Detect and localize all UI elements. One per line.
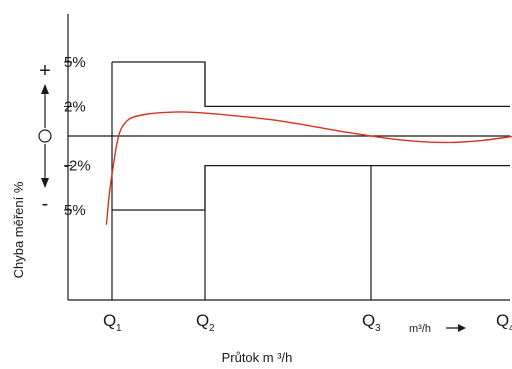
- plus-sign-label: +: [39, 60, 51, 82]
- x-tick-label: Q: [103, 311, 116, 330]
- up-arrow-head: [41, 84, 49, 94]
- x-axis-title: Průtok m ³/h: [222, 350, 293, 365]
- minus-sign-label: -: [42, 193, 49, 215]
- y-tick-label: 5%: [64, 202, 86, 219]
- x-tick-label: Q: [496, 311, 509, 330]
- x-tick-subscript: 4: [509, 323, 512, 334]
- y-tick-label: 5%: [64, 54, 86, 71]
- down-arrow-head: [41, 178, 49, 188]
- x-unit-arrow-head: [458, 324, 466, 332]
- y-tick-label: -2%: [64, 158, 91, 175]
- error-curve-series: [105, 111, 512, 225]
- x-tick-label: Q: [362, 311, 375, 330]
- y-tick-label: 2%: [64, 98, 86, 115]
- x-tick-label: Q: [196, 311, 209, 330]
- lower-error-limit: [112, 165, 510, 211]
- upper-error-limit: [112, 61, 510, 108]
- x-tick-subscript: 1: [116, 323, 122, 334]
- x-unit-label: m³/h: [409, 323, 431, 335]
- y-axis-title: Chyba měření %: [11, 181, 26, 278]
- zero-circle-icon: [38, 129, 52, 143]
- x-tick-subscript: 3: [375, 323, 381, 334]
- x-tick-subscript: 2: [209, 323, 215, 334]
